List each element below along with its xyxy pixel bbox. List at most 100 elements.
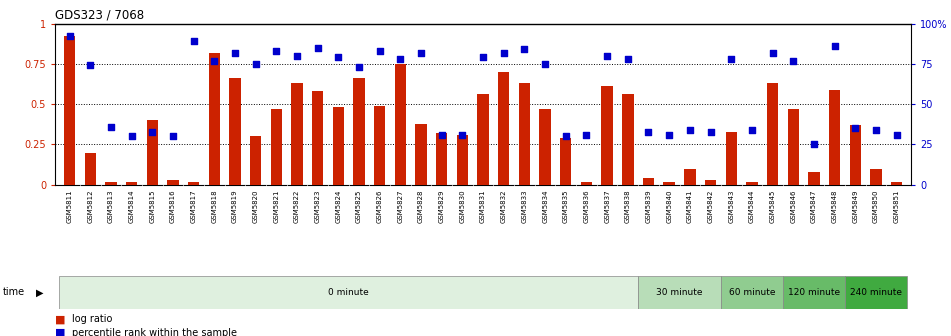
- Bar: [684, 169, 695, 185]
- Bar: [844, 276, 907, 309]
- Text: GSM5827: GSM5827: [398, 190, 403, 223]
- Point: [455, 132, 470, 137]
- Point: [104, 124, 119, 129]
- Point: [476, 55, 491, 60]
- Bar: [783, 276, 844, 309]
- Point: [435, 132, 450, 137]
- Text: GSM5813: GSM5813: [108, 190, 114, 223]
- Text: ■: ■: [55, 314, 66, 324]
- Point: [310, 45, 325, 50]
- Text: GSM5838: GSM5838: [625, 190, 631, 223]
- Text: GSM5819: GSM5819: [232, 190, 238, 223]
- Text: GSM5846: GSM5846: [790, 190, 796, 223]
- Bar: [767, 83, 778, 185]
- Point: [124, 134, 139, 139]
- Point: [83, 63, 98, 68]
- Text: 60 minute: 60 minute: [728, 288, 775, 297]
- Text: percentile rank within the sample: percentile rank within the sample: [72, 328, 238, 336]
- Text: GSM5848: GSM5848: [831, 190, 838, 223]
- Text: 0 minute: 0 minute: [328, 288, 369, 297]
- Point: [682, 127, 697, 133]
- Bar: [312, 91, 323, 185]
- Text: GSM5820: GSM5820: [253, 190, 259, 223]
- Text: GSM5845: GSM5845: [769, 190, 776, 223]
- Point: [641, 129, 656, 134]
- Bar: [250, 136, 262, 185]
- Point: [558, 134, 573, 139]
- Point: [786, 58, 801, 63]
- Bar: [747, 181, 758, 185]
- Bar: [808, 172, 820, 185]
- Point: [186, 39, 202, 44]
- Bar: [787, 109, 799, 185]
- Text: GSM5824: GSM5824: [336, 190, 341, 223]
- Point: [868, 127, 883, 133]
- Text: GSM5821: GSM5821: [273, 190, 280, 223]
- Bar: [638, 276, 721, 309]
- Text: GSM5851: GSM5851: [894, 190, 900, 223]
- Bar: [726, 132, 737, 185]
- Point: [537, 61, 553, 67]
- Text: GSM5833: GSM5833: [521, 190, 528, 223]
- Text: GSM5815: GSM5815: [149, 190, 155, 223]
- Text: GSM5835: GSM5835: [563, 190, 569, 223]
- Text: GSM5834: GSM5834: [542, 190, 548, 223]
- Text: GSM5831: GSM5831: [480, 190, 486, 223]
- Point: [579, 132, 594, 137]
- Bar: [539, 109, 551, 185]
- Point: [703, 129, 718, 134]
- Bar: [416, 124, 427, 185]
- Text: GDS323 / 7068: GDS323 / 7068: [55, 8, 145, 22]
- Bar: [146, 120, 158, 185]
- Text: time: time: [3, 287, 25, 297]
- Bar: [437, 133, 448, 185]
- Bar: [106, 181, 117, 185]
- Point: [414, 50, 429, 55]
- Point: [496, 50, 512, 55]
- Bar: [126, 181, 137, 185]
- Point: [145, 129, 160, 134]
- Text: GSM5840: GSM5840: [666, 190, 672, 223]
- Bar: [849, 125, 861, 185]
- Point: [745, 127, 760, 133]
- Bar: [374, 106, 385, 185]
- Text: GSM5818: GSM5818: [211, 190, 218, 223]
- Point: [248, 61, 263, 67]
- Text: GSM5823: GSM5823: [315, 190, 320, 223]
- Text: GSM5849: GSM5849: [852, 190, 858, 223]
- Point: [806, 142, 822, 147]
- Bar: [519, 83, 530, 185]
- Bar: [167, 180, 179, 185]
- Point: [269, 48, 284, 54]
- Text: GSM5832: GSM5832: [501, 190, 507, 223]
- Point: [289, 53, 304, 58]
- Point: [206, 58, 222, 63]
- Text: GSM5844: GSM5844: [748, 190, 755, 223]
- Bar: [498, 72, 510, 185]
- Bar: [188, 181, 200, 185]
- Bar: [395, 64, 406, 185]
- Text: GSM5830: GSM5830: [459, 190, 465, 223]
- Bar: [664, 181, 675, 185]
- Point: [620, 56, 635, 62]
- Text: GSM5816: GSM5816: [170, 190, 176, 223]
- Bar: [291, 83, 302, 185]
- Bar: [705, 180, 716, 185]
- Text: GSM5829: GSM5829: [438, 190, 445, 223]
- Point: [827, 43, 843, 49]
- Bar: [271, 109, 282, 185]
- Bar: [456, 135, 468, 185]
- Bar: [229, 78, 241, 185]
- Text: GSM5842: GSM5842: [708, 190, 713, 223]
- Text: GSM5841: GSM5841: [687, 190, 693, 223]
- Point: [393, 56, 408, 62]
- Point: [165, 134, 181, 139]
- Text: GSM5850: GSM5850: [873, 190, 879, 223]
- Point: [62, 34, 77, 39]
- Text: GSM5814: GSM5814: [128, 190, 135, 223]
- Bar: [477, 94, 489, 185]
- Point: [724, 56, 739, 62]
- Bar: [354, 78, 365, 185]
- Bar: [643, 178, 654, 185]
- Bar: [601, 86, 612, 185]
